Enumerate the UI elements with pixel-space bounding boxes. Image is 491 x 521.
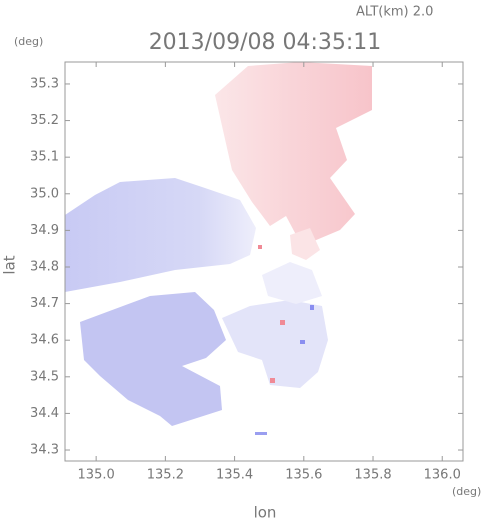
y-tick-label: 34.6 xyxy=(30,333,59,348)
y-tick-label: 35.1 xyxy=(30,150,59,165)
y-tick-label: 35.0 xyxy=(30,186,59,201)
y-tick-label: 34.7 xyxy=(30,296,59,311)
y-tick-label: 34.3 xyxy=(30,443,59,458)
echo-region xyxy=(215,62,372,246)
x-tick-label: 135.0 xyxy=(78,468,115,483)
chart-title: 2013/09/08 04:35:11 xyxy=(149,30,382,55)
y-tick-label: 35.3 xyxy=(30,76,59,91)
echo-region xyxy=(222,300,328,388)
speckle xyxy=(310,305,314,310)
y-unit: (deg) xyxy=(14,35,43,48)
x-tick-label: 135.2 xyxy=(147,468,184,483)
x-axis-label: lon xyxy=(254,504,277,521)
x-tick-label: 135.8 xyxy=(354,468,391,483)
echo-region xyxy=(290,228,320,260)
speckle xyxy=(258,245,262,249)
y-tick-label: 34.9 xyxy=(30,223,59,238)
y-tick-label: 35.2 xyxy=(30,113,59,128)
echo-region xyxy=(80,292,226,426)
x-tick-label: 135.6 xyxy=(285,468,322,483)
speckle xyxy=(280,320,285,325)
y-tick-label: 34.8 xyxy=(30,259,59,274)
plot-frame xyxy=(64,61,464,462)
echo-region xyxy=(65,178,256,292)
field xyxy=(65,62,372,435)
y-axis-label: lat xyxy=(1,255,19,274)
y-tick-label: 34.5 xyxy=(30,369,59,384)
x-unit: (deg) xyxy=(452,485,481,498)
subtitle: ALT(km) 2.0 xyxy=(356,5,433,20)
speckle xyxy=(300,340,305,344)
x-tick-label: 135.4 xyxy=(216,468,253,483)
speckle xyxy=(255,432,267,435)
echo-region xyxy=(262,262,322,304)
speckle xyxy=(270,378,275,383)
x-tick-label: 136.0 xyxy=(424,468,461,483)
y-tick-label: 34.4 xyxy=(30,406,59,421)
